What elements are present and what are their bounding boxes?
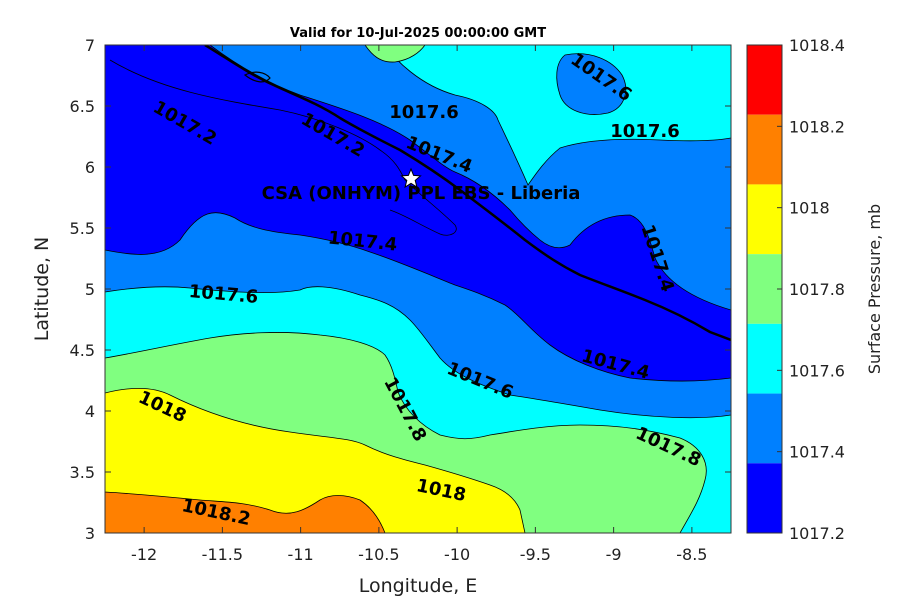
coastline (204, 45, 731, 342)
y-tick-label: 4.5 (70, 341, 95, 360)
y-tick-label: 6.5 (70, 97, 95, 116)
x-tick-label: -9.5 (520, 545, 551, 564)
colorbar-segment (747, 114, 782, 185)
colorbar-segment (747, 254, 782, 324)
x-tick-label: -10.5 (358, 545, 399, 564)
colorbar-label: Surface Pressure, mb (865, 204, 884, 374)
colorbar-tick-label: 1018.4 (789, 36, 845, 55)
contour-inner (109, 59, 457, 236)
band-1017-8-top (364, 45, 426, 63)
y-axis-label: Latitude, N (31, 237, 53, 342)
x-tick-label: -11 (288, 545, 314, 564)
chart-title: Valid for 10-Jul-2025 00:00:00 GMT (290, 26, 546, 41)
x-axis-ticks: -12 -11.5 -11 -10.5 -10 -9.5 -9 -8.5 (131, 45, 707, 564)
x-axis-label: Longitude, E (359, 575, 478, 597)
colorbar-tick-label: 1018.2 (789, 117, 845, 136)
colorbar-segment (747, 393, 782, 464)
y-tick-label: 3.5 (70, 463, 95, 482)
colorbar-tick-label: 1017.4 (789, 443, 845, 462)
y-tick-label: 3 (85, 524, 95, 543)
contour-fill-layer (105, 45, 731, 533)
x-tick-label: -10 (444, 545, 470, 564)
x-tick-label: -12 (131, 545, 157, 564)
y-tick-label: 4 (85, 402, 95, 421)
site-label: CSA (ONHYM) PPL EBS - Liberia (262, 183, 581, 204)
colorbar-tick-label: 1017.2 (789, 524, 845, 543)
colorbar-segment (747, 463, 782, 533)
colorbar-segment (747, 45, 782, 115)
band-1018-2 (105, 491, 386, 533)
colorbar (746, 44, 783, 534)
y-tick-label: 6 (85, 158, 95, 177)
y-tick-label: 5 (85, 280, 95, 299)
colorbar-tick-label: 1017.6 (789, 361, 845, 380)
colorbar-segment (747, 184, 782, 255)
contour-label: 1017.6 (389, 102, 458, 123)
y-axis-ticks: 7 6.5 6 5.5 5 4.5 4 3.5 3 (70, 36, 731, 543)
x-tick-label: -11.5 (202, 545, 243, 564)
x-tick-label: -9 (606, 545, 622, 564)
colorbar-tick-label: 1017.8 (789, 280, 845, 299)
band-1017-4-ellipse (556, 53, 626, 115)
star-icon (400, 167, 422, 189)
contour-label: 1017.6 (610, 121, 679, 142)
band-1018 (105, 388, 526, 533)
coastline-inlet (243, 71, 271, 83)
colorbar-segment (747, 323, 782, 394)
x-tick-label: -8.5 (676, 545, 707, 564)
y-tick-label: 7 (85, 36, 95, 55)
colorbar-tick-label: 1018 (789, 199, 830, 218)
colorbar-ticks: 1018.4 1018.2 1018 1017.8 1017.6 1017.4 1017.2 (777, 36, 845, 543)
y-tick-label: 5.5 (70, 219, 95, 238)
